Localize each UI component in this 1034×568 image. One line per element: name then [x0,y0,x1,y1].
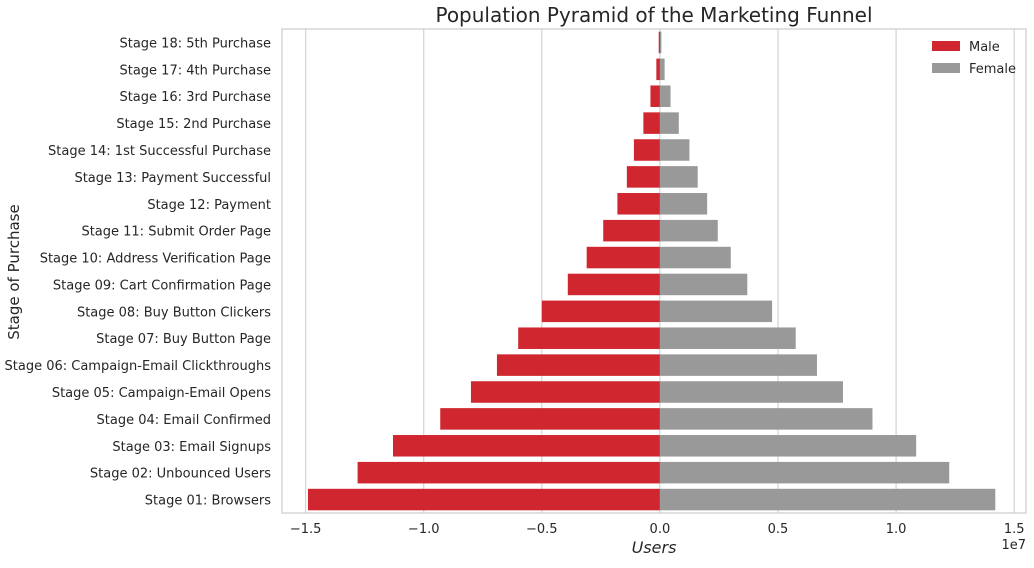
y-tick-label: Stage 09: Cart Confirmation Page [53,278,271,293]
x-tick-label: −1.0 [408,522,440,537]
y-tick-label: Stage 08: Buy Button Clickers [77,305,271,320]
x-tick-label: −0.5 [526,522,558,537]
y-tick-label: Stage 17: 4th Purchase [119,63,271,78]
bar-male [393,435,660,457]
x-tick-label: 0.0 [650,522,671,537]
y-tick-label: Stage 16: 3rd Purchase [119,90,271,105]
bar-male [518,327,660,349]
y-tick-label: Stage 05: Campaign-Email Opens [52,386,271,401]
bar-female [659,166,698,188]
bar-female [659,219,718,242]
bars [307,31,996,511]
y-tick-label: Stage 11: Submit Order Page [81,225,271,240]
y-tick-labels: Stage 18: 5th Purchase Stage 17: 4th Purc… [5,36,272,508]
x-tick-labels: −1.5 −1.0 −0.5 0.0 0.5 1.0 1.5 [290,522,1025,537]
x-tick-label: 0.5 [768,522,789,537]
bar-male [617,193,660,215]
bar-male [626,166,660,188]
x-axis-offset-label: 1e7 [1001,538,1026,553]
y-tick-label: Stage 02: Unbounced Users [90,467,271,482]
y-tick-label: Stage 06: Campaign-Email Clickthroughs [5,359,272,374]
y-tick-label: Stage 18: 5th Purchase [119,36,271,51]
bar-female [659,381,843,403]
bar-male [541,300,660,323]
bar-female [659,246,731,269]
bar-male [658,31,661,54]
bar-female [659,461,950,484]
bar-female [659,85,671,107]
bar-female [659,112,679,134]
bar-male [656,58,660,81]
x-axis-label: Users [632,538,677,557]
bar-male [650,85,660,107]
bar-female [659,58,665,81]
bar-male [357,461,660,484]
bar-female [659,273,748,296]
y-tick-label: Stage 14: 1st Successful Purchase [48,144,271,159]
y-axis-label: Stage of Purchase [5,204,23,339]
bar-female [659,193,708,215]
grid [305,29,1015,513]
bar-male [603,219,660,242]
legend-swatch-female [932,63,960,73]
bar-male [307,488,660,511]
y-tick-label: Stage 03: Email Signups [112,440,271,455]
y-tick-label: Stage 04: Email Confirmed [97,413,271,428]
bar-male [633,139,660,161]
bar-female [659,139,690,161]
x-tick-label: 1.5 [1004,522,1025,537]
legend: Male Female [932,40,1016,77]
bar-female [659,354,817,376]
y-tick-label: Stage 12: Payment [147,198,271,213]
bar-female [659,408,873,430]
bar-female [659,31,662,54]
legend-label-female: Female [969,62,1016,77]
x-tick-label: −1.5 [290,522,322,537]
bar-male [643,112,660,134]
y-tick-label: Stage 15: 2nd Purchase [116,117,271,132]
x-tick-label: 1.0 [886,522,907,537]
y-tick-label: Stage 01: Browsers [145,494,271,509]
bar-female [659,300,773,323]
bar-male [567,273,660,296]
bar-female [659,488,996,511]
bar-male [496,354,660,376]
chart-title: Population Pyramid of the Marketing Funn… [435,3,872,27]
legend-swatch-male [932,41,960,51]
y-tick-label: Stage 07: Buy Button Page [96,332,271,347]
bar-male [586,246,660,269]
bar-male [470,381,660,403]
plot-frame [281,28,1027,514]
bar-male [440,408,660,430]
legend-label-male: Male [969,40,1000,55]
bar-female [659,327,796,349]
y-tick-label: Stage 10: Address Verification Page [40,252,271,267]
y-tick-label: Stage 13: Payment Successful [74,171,271,186]
bar-female [659,435,917,457]
